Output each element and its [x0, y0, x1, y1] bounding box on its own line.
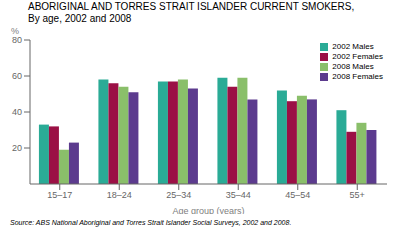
svg-text:15–17: 15–17	[47, 190, 72, 200]
html-text:Source: ABS National Aborigina: Source: ABS National Aboriginal and Torr…	[10, 219, 292, 226]
svg-text:Age group (years): Age group (years)	[172, 206, 244, 214]
svg-text:45–54: 45–54	[285, 190, 310, 200]
svg-text:20: 20	[12, 143, 22, 153]
svg-text:18–24: 18–24	[107, 190, 132, 200]
svg-text:35–44: 35–44	[226, 190, 251, 200]
html-text:2008 Females: 2008 Females	[332, 72, 383, 81]
svg-text:80: 80	[12, 35, 22, 45]
svg-text:%: %	[11, 26, 19, 36]
svg-text:25–34: 25–34	[166, 190, 191, 200]
html-text:2002 Females: 2002 Females	[332, 52, 383, 61]
svg-text:55+: 55+	[350, 190, 365, 200]
html-text:By age, 2002 and 2008: By age, 2002 and 2008	[28, 13, 132, 24]
html-text:ABORIGINAL AND TORRES STRAIT I: ABORIGINAL AND TORRES STRAIT ISLANDER CU…	[28, 1, 355, 12]
svg-text:60: 60	[12, 71, 22, 81]
html-text:2008 Males: 2008 Males	[332, 62, 374, 71]
html-text:2002 Males: 2002 Males	[332, 42, 374, 51]
svg-text:40: 40	[12, 107, 22, 117]
